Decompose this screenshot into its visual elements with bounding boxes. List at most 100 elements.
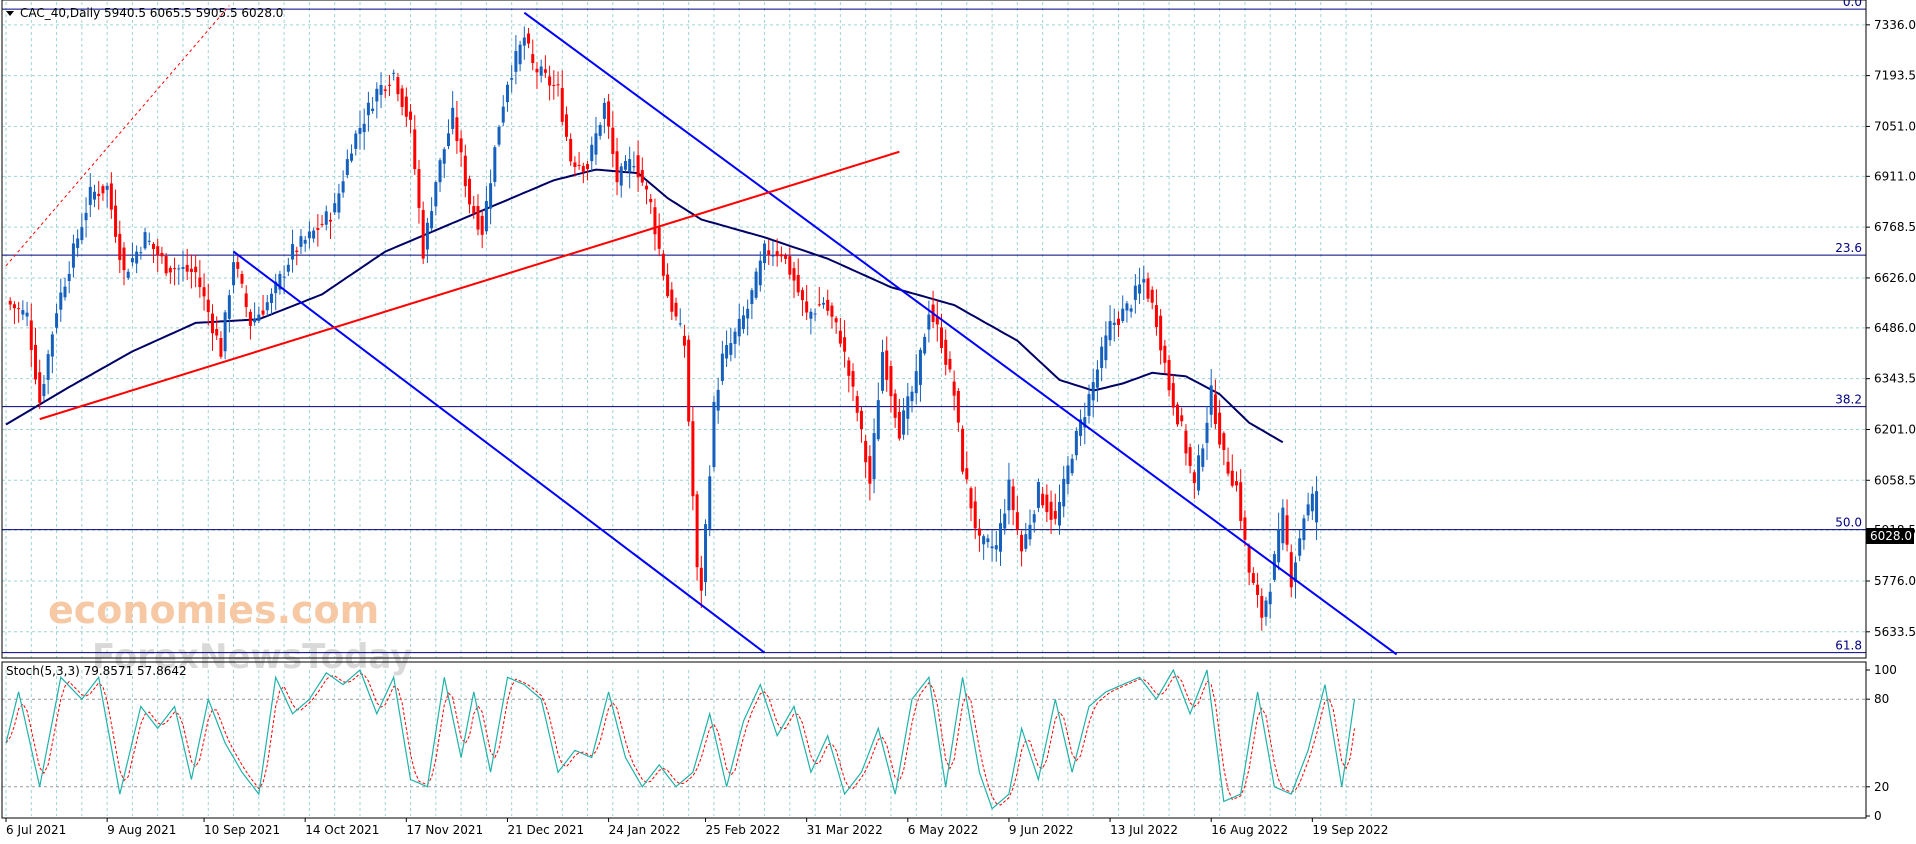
candle-body	[1100, 346, 1104, 368]
candle-body	[333, 203, 337, 213]
candle-body	[952, 381, 956, 396]
candle-body	[105, 185, 109, 190]
candle-body	[1209, 385, 1213, 415]
fib-level-label: 50.0	[1835, 516, 1862, 530]
candle-body	[666, 274, 670, 297]
candle-body	[345, 159, 349, 175]
candle-body	[337, 193, 341, 213]
candle-body	[194, 266, 198, 273]
date-tick-label: 24 Jan 2022	[609, 823, 681, 837]
candle-body	[501, 106, 505, 123]
candle-body	[763, 243, 767, 264]
candle-body	[535, 68, 539, 73]
candle-body	[969, 488, 973, 509]
candle-body	[737, 318, 741, 337]
candle-body	[240, 274, 244, 284]
candle-body	[350, 153, 354, 161]
candle-body	[493, 147, 497, 182]
candle-body	[564, 114, 568, 137]
candle-body	[1070, 458, 1074, 474]
candle-body	[994, 545, 998, 550]
candle-body	[1234, 481, 1238, 486]
fibonacci-levels: 0.0 23.6 38.2 50.0 61.8	[2, 0, 1866, 654]
date-tick-label: 17 Nov 2021	[406, 823, 483, 837]
candle-body	[1171, 383, 1175, 408]
candle-body	[843, 337, 847, 352]
candle-body	[1175, 404, 1179, 425]
date-tick-label: 16 Aug 2022	[1211, 823, 1288, 837]
candle-body	[17, 308, 21, 310]
dropdown-triangle-icon[interactable]	[6, 11, 14, 16]
candle-body	[628, 159, 632, 172]
candle-body	[611, 127, 615, 154]
date-tick-label: 13 Jul 2022	[1110, 823, 1178, 837]
candle-body	[897, 411, 901, 439]
candle-body	[1095, 369, 1099, 388]
candle-body	[147, 240, 151, 242]
candle-body	[1020, 534, 1024, 552]
candle-body	[590, 144, 594, 162]
candle-body	[961, 428, 965, 472]
candle-body	[906, 396, 910, 419]
candle-body	[914, 371, 918, 394]
candle-body	[1222, 433, 1226, 450]
date-tick-label: 19 Sep 2022	[1312, 823, 1388, 837]
candle-body	[847, 360, 851, 376]
candle-body	[425, 222, 429, 250]
fib-level-label: 61.8	[1835, 639, 1862, 653]
candle-body	[741, 315, 745, 330]
candle-body	[455, 117, 459, 142]
candle-body	[278, 273, 282, 290]
candle-body	[50, 334, 54, 357]
candle-body	[674, 302, 678, 317]
candle-body	[649, 198, 653, 203]
candle-body	[716, 389, 720, 411]
candle-body	[560, 88, 564, 122]
candle-body	[1243, 517, 1247, 540]
candle-body	[265, 302, 269, 311]
candle-body	[792, 268, 796, 281]
candle-body	[1272, 554, 1276, 580]
candlesticks	[8, 26, 1319, 631]
candle-body	[88, 186, 92, 205]
stoch-tick-label: 80	[1874, 692, 1889, 706]
candle-body	[817, 304, 821, 306]
candle-body	[379, 84, 383, 95]
candle-body	[1062, 478, 1066, 507]
candle-body	[489, 183, 493, 209]
price-grid	[2, 2, 1866, 658]
candle-body	[484, 201, 488, 232]
candle-body	[375, 88, 379, 102]
candle-body	[396, 77, 400, 95]
candle-body	[1230, 470, 1234, 486]
candle-body	[902, 410, 906, 435]
candle-body	[362, 123, 366, 133]
candle-body	[746, 308, 750, 319]
candle-body	[320, 223, 324, 225]
candle-body	[805, 301, 809, 313]
price-tick-label: 6201.0	[1874, 422, 1916, 436]
candle-body	[586, 164, 590, 170]
candle-body	[198, 277, 202, 288]
candle-body	[295, 250, 299, 252]
candle-body	[181, 267, 185, 269]
candle-body	[809, 311, 813, 319]
candle-body	[784, 255, 788, 259]
candle-body	[446, 133, 450, 147]
candle-body	[940, 327, 944, 348]
candle-body	[1302, 518, 1306, 541]
candle-body	[409, 111, 413, 120]
candle-body	[1091, 382, 1095, 401]
candle-body	[476, 206, 480, 230]
candle-body	[63, 286, 67, 298]
price-tick-label: 6768.5	[1874, 220, 1916, 234]
candle-body	[126, 271, 130, 278]
candle-body	[990, 546, 994, 549]
fib-level-label: 23.6	[1835, 241, 1862, 255]
candle-body	[1251, 573, 1255, 583]
candle-body	[248, 311, 252, 326]
candle-body	[1298, 538, 1302, 556]
candle-body	[678, 323, 682, 325]
stoch-tick-label: 100	[1874, 663, 1897, 677]
candle-body	[881, 352, 885, 391]
